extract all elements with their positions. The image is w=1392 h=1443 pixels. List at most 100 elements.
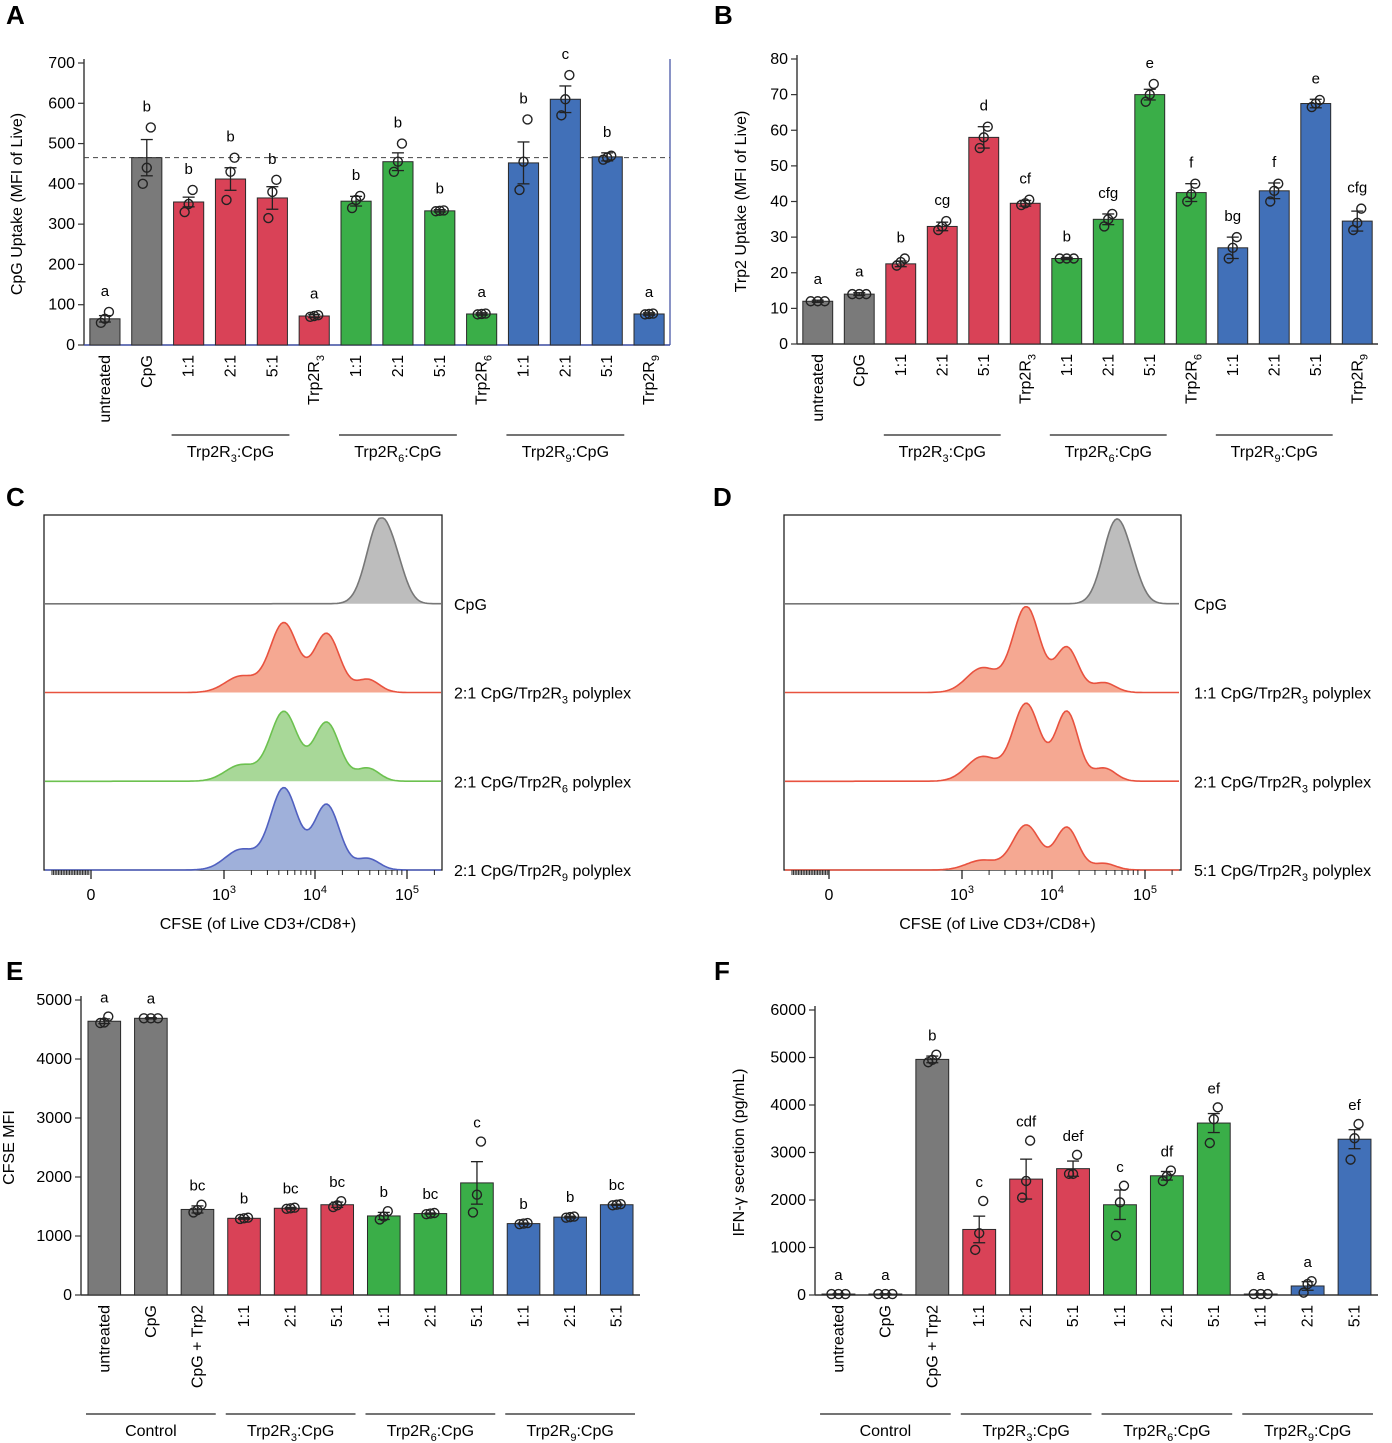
category-label: 2:1	[390, 355, 407, 377]
data-point	[229, 152, 240, 163]
data-point	[1255, 1288, 1266, 1300]
data-point	[336, 1195, 347, 1207]
data-point	[289, 1202, 300, 1213]
significance-letter: b	[394, 115, 402, 132]
data-point	[1110, 1230, 1122, 1241]
significance-letter: b	[603, 124, 611, 141]
panel-b-chart: B 0 10 20 30 40 50 60 70 80 Trp2 Uptake (MFI of Li…	[714, 0, 1378, 465]
data-point	[179, 206, 190, 218]
data-point	[1165, 1165, 1177, 1176]
data-point	[103, 306, 115, 318]
category-label: 5:1	[1065, 1305, 1082, 1327]
data-point	[1306, 1276, 1317, 1287]
category-label: untreated	[810, 354, 827, 422]
data-point	[518, 156, 529, 167]
bar	[1341, 220, 1373, 345]
data-point	[309, 310, 320, 322]
significance-letter: c	[1116, 1159, 1124, 1176]
category-label: 1:1	[1059, 354, 1076, 376]
histogram-fill	[785, 606, 1180, 693]
bar	[1196, 1122, 1231, 1296]
data-point	[941, 215, 952, 227]
data-point	[560, 1212, 572, 1223]
histogram-track-label: 5:1 CpG/Trp2R3 polyplex	[1194, 863, 1371, 884]
data-point	[518, 1218, 529, 1229]
category-label: 5:1	[1308, 354, 1325, 376]
significance-letter: bc	[422, 1186, 438, 1203]
category-label: 5:1	[1142, 354, 1159, 376]
data-point	[1061, 253, 1072, 264]
bar	[553, 1216, 587, 1296]
category-label: 2:1	[223, 355, 240, 377]
data-point	[812, 296, 823, 307]
histogram-fill	[45, 787, 441, 870]
significance-letter: b	[928, 1028, 936, 1045]
data-point	[974, 1228, 985, 1239]
y-tick-label: 60	[770, 122, 788, 139]
bar	[1217, 247, 1249, 345]
data-point	[346, 202, 358, 214]
y-tick-label: 70	[770, 87, 788, 104]
y-tick-label: 1000	[770, 1240, 806, 1257]
category-label: Trp2R6	[1183, 354, 1204, 404]
category-label: 2:1	[1159, 1305, 1176, 1327]
bar	[843, 293, 875, 345]
data-point	[647, 308, 659, 319]
data-point	[899, 253, 910, 264]
category-label: 5:1	[609, 1305, 626, 1327]
histogram-track-label: CpG	[454, 597, 487, 614]
bar	[134, 1017, 168, 1296]
significance-letter: bc	[329, 1174, 345, 1191]
data-point	[514, 1218, 525, 1230]
panel-c-histogram: C CpG 2:1 CpG/Trp2R3 polyplex 2:1 CpG/Trp2R…	[6, 482, 631, 933]
bar	[173, 201, 205, 346]
bar	[256, 197, 288, 346]
histogram-fill	[785, 703, 1180, 782]
y-tick-label: 0	[63, 1287, 72, 1304]
histogram-track-label: 2:1 CpG/Trp2R3 polyplex	[1194, 774, 1371, 795]
y-tick-label: 100	[48, 297, 75, 314]
data-point	[141, 162, 152, 173]
category-label: 2:1	[1100, 354, 1117, 376]
bar	[591, 156, 623, 346]
category-label: Trp2R9	[641, 355, 662, 405]
category-label: Trp2R9	[1349, 354, 1370, 404]
significance-letter: a	[645, 284, 654, 301]
significance-letter: e	[1146, 55, 1154, 72]
significance-letter: b	[519, 90, 527, 107]
data-point	[1186, 189, 1197, 200]
significance-letter: df	[1161, 1144, 1174, 1161]
category-label: untreated	[96, 1305, 113, 1373]
histogram-track-label: 2:1 CpG/Trp2R3 polyplex	[454, 686, 631, 707]
category-label: Trp2R3	[1017, 354, 1038, 404]
histogram-fill	[45, 622, 441, 693]
data-point	[1148, 78, 1159, 90]
panel-d-histogram: D CpG 1:1 CpG/Trp2R3 polyplex 2:1 CpG/Trp2R…	[713, 482, 1371, 933]
histogram-line	[45, 621, 441, 694]
data-point	[560, 94, 571, 105]
y-tick-label: 5000	[36, 992, 72, 1009]
data-point	[639, 309, 651, 320]
bar	[366, 1215, 401, 1296]
panel-e-chart: E 0 1000 2000 3000 4000 5000 CFSE MFI a untreated…	[1, 956, 640, 1443]
y-tick-label: 5000	[770, 1050, 806, 1067]
category-label: 5:1	[976, 354, 993, 376]
significance-letter: cg	[934, 192, 950, 209]
y-tick-label: 500	[48, 136, 75, 153]
significance-letter: bc	[190, 1178, 206, 1195]
y-tick-label: 300	[48, 216, 75, 233]
y-tick-label: 0	[797, 1287, 806, 1304]
y-tick-label: 700	[48, 55, 75, 72]
group-label: Trp2R9:CpG	[522, 444, 609, 465]
bar	[424, 210, 456, 346]
data-point	[271, 174, 282, 186]
bar	[227, 1217, 261, 1296]
category-label: 5:1	[432, 355, 449, 377]
data-point	[267, 186, 278, 198]
bar	[413, 1213, 448, 1296]
data-point	[145, 1013, 157, 1024]
data-point	[931, 1049, 942, 1060]
significance-letter: a	[1257, 1267, 1266, 1284]
category-label: 2:1	[422, 1305, 439, 1327]
data-point	[234, 1213, 246, 1225]
